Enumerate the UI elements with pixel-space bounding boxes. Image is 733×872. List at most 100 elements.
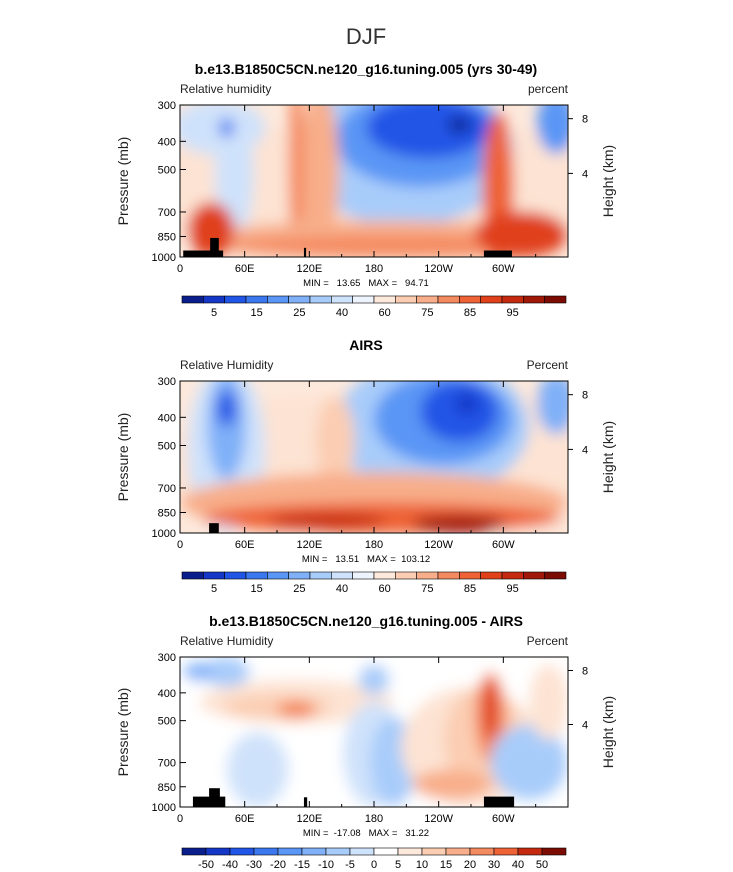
right-axis-label: Height (km) <box>600 421 616 493</box>
y-tick-label: 300 <box>158 100 176 112</box>
x-tick-label: 60E <box>235 539 255 551</box>
colorbar-swatch <box>331 295 353 304</box>
x-tick-label: 120W <box>424 813 453 825</box>
y-axis-label: Pressure (mb) <box>115 413 131 502</box>
colorbar-label: -20 <box>270 859 286 871</box>
colorbar-label: 5 <box>211 307 217 319</box>
colorbar-label: 15 <box>440 859 452 871</box>
height-tick-label: 8 <box>582 390 588 402</box>
variable-label: Relative Humidity <box>180 634 273 648</box>
colorbar-swatch <box>245 571 268 580</box>
y-tick-label: 700 <box>158 207 176 219</box>
colorbar-label: 5 <box>211 583 217 595</box>
y-tick-label: 500 <box>158 716 176 728</box>
colorbar-label: 30 <box>488 859 500 871</box>
terrain-block <box>183 250 224 257</box>
colorbar-swatch <box>501 571 524 580</box>
x-tick-label: 120W <box>424 263 453 275</box>
y-tick-label: 400 <box>158 688 176 700</box>
contour-region <box>207 381 246 480</box>
colorbar-swatch <box>373 295 396 304</box>
terrain-block <box>483 250 512 257</box>
colorbar-swatch <box>181 295 204 304</box>
y-tick-label: 400 <box>158 136 176 148</box>
y-tick-label: 500 <box>158 164 176 176</box>
colorbar-swatch <box>325 847 351 856</box>
colorbar-swatch <box>288 571 311 580</box>
colorbar-swatch <box>352 295 375 304</box>
colorbar-label: -10 <box>318 859 334 871</box>
contour-region <box>226 732 289 807</box>
colorbar-label: 50 <box>536 859 548 871</box>
colorbar-swatch <box>493 847 519 856</box>
x-tick-label: 180 <box>365 539 383 551</box>
colorbar-swatch <box>480 571 503 580</box>
x-tick-label: 120W <box>424 539 453 551</box>
contour-region <box>474 211 568 257</box>
min-max-stats: MIN = 13.65 MAX = 94.71 <box>303 278 429 289</box>
contour-region <box>482 679 499 740</box>
height-tick-label: 4 <box>582 168 588 180</box>
y-tick-label: 850 <box>158 231 176 243</box>
y-tick-label: 1000 <box>152 528 176 540</box>
colorbar-swatch <box>301 847 327 856</box>
contour-region <box>490 724 568 800</box>
colorbar-label: 10 <box>416 859 428 871</box>
contour-region <box>455 393 479 415</box>
colorbar-swatch <box>517 847 543 856</box>
x-tick-label: 0 <box>177 263 183 275</box>
colorbar-swatch <box>349 847 375 856</box>
terrain-block <box>209 523 219 533</box>
colorbar-label: 25 <box>293 307 305 319</box>
contour-region <box>315 396 355 488</box>
colorbar: -50 -40 -30 -20 -15 -10 -5 0 5 10 15 20 30 40 50 <box>181 847 567 871</box>
y-axis-label: Pressure (mb) <box>115 688 131 777</box>
contour-region <box>412 514 506 533</box>
colorbar-swatch <box>267 295 289 304</box>
y-tick-label: 700 <box>158 483 176 495</box>
colorbar-label: 15 <box>251 583 263 595</box>
colorbar-swatch <box>309 295 332 304</box>
colorbar-swatch <box>544 295 567 304</box>
variable-label: Relative Humidity <box>180 358 273 372</box>
terrain-block <box>210 237 219 257</box>
colorbar-swatch <box>501 295 524 304</box>
colorbar-label: 85 <box>464 307 476 319</box>
contour-region <box>358 664 390 695</box>
x-tick-label: 0 <box>177 539 183 551</box>
x-tick-label: 120E <box>296 813 322 825</box>
contour-region <box>447 117 471 133</box>
colorbar-swatch <box>395 571 417 580</box>
colorbar-label: 5 <box>395 859 401 871</box>
x-tick-label: 60W <box>492 813 515 825</box>
y-tick-label: 1000 <box>152 252 176 264</box>
y-tick-label: 300 <box>158 376 176 388</box>
contour-region <box>366 105 491 159</box>
terrain-block <box>209 788 220 807</box>
contour-region <box>203 502 561 533</box>
colorbar-swatch <box>373 571 396 580</box>
units-label: Percent <box>527 634 569 648</box>
contour-region <box>536 105 568 154</box>
x-tick-label: 60E <box>235 813 255 825</box>
x-tick-label: 60W <box>492 539 515 551</box>
contour-region <box>183 663 215 681</box>
colorbar-label: -5 <box>345 859 355 871</box>
y-tick-label: 850 <box>158 507 176 519</box>
chart-panel-3: b.e13.B1850C5CN.ne120_g16.tuning.005 - A… <box>115 613 616 871</box>
x-tick-label: 180 <box>365 263 383 275</box>
contour-region <box>412 769 491 800</box>
contour-region <box>277 700 316 719</box>
colorbar-label: 0 <box>371 859 377 871</box>
x-tick-label: 60W <box>492 263 515 275</box>
contour-region <box>187 202 235 257</box>
height-tick-label: 8 <box>582 114 588 126</box>
colorbar: 5 15 25 40 60 75 85 95 <box>181 571 567 595</box>
colorbar-label: 40 <box>512 859 524 871</box>
contour-shading <box>180 105 568 257</box>
colorbar-label: 15 <box>251 307 263 319</box>
contour-region <box>218 118 235 137</box>
colorbar-label: 75 <box>421 307 433 319</box>
contour-shading <box>180 657 568 807</box>
variable-label: Relative humidity <box>180 82 271 96</box>
